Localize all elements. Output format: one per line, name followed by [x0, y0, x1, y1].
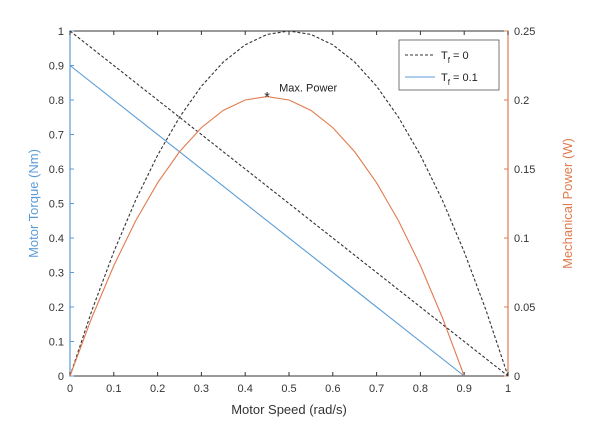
- y-left-tick-label: 0.9: [49, 61, 64, 73]
- series-line-3: [69, 95, 465, 377]
- y-right-tick-label: 0: [514, 371, 520, 383]
- y-right-tick-label: 0.2: [514, 95, 529, 107]
- y-right-tick-label: 0.25: [514, 26, 535, 38]
- y-left-axis-title: Motor Torque (Nm): [26, 149, 41, 258]
- series-line-0: [69, 30, 509, 377]
- legend-label-0: Tf = 0: [441, 50, 469, 65]
- x-tick-label: 0.5: [281, 383, 296, 395]
- x-tick-label: 0.2: [150, 383, 165, 395]
- legend: Tf = 0 Tf = 0.1: [398, 39, 500, 91]
- x-tick-label: 0.3: [194, 383, 209, 395]
- legend-box: [398, 39, 500, 91]
- x-tick-label: 0.1: [106, 383, 121, 395]
- y-left-tick-label: 0.6: [49, 164, 64, 176]
- x-tick-label: 0: [67, 383, 73, 395]
- max-power-label: Max. Power: [279, 83, 337, 95]
- y-left-tick-label: 0.8: [49, 95, 64, 107]
- x-tick-label: 0.6: [325, 383, 340, 395]
- x-tick-label: 0.8: [413, 383, 428, 395]
- y-right-tick-label: 0.1: [514, 233, 529, 245]
- x-tick-label: 0.7: [369, 383, 384, 395]
- series-line-1: [69, 65, 465, 377]
- x-axis-title: Motor Speed (rad/s): [231, 402, 347, 417]
- y-right-tick-label: 0.15: [514, 164, 535, 176]
- y-left-tick-label: 0.3: [49, 268, 64, 280]
- y-left-tick-label: 0: [58, 371, 64, 383]
- x-tick-label: 0.9: [457, 383, 472, 395]
- y-left-tick-label: 0.5: [49, 199, 64, 211]
- y-left-tick-label: 0.4: [49, 233, 64, 245]
- y-right-axis-title: Mechanical Power (W): [560, 138, 575, 269]
- y-right-tick-label: 0.05: [514, 302, 535, 314]
- y-left-tick-label: 1: [58, 26, 64, 38]
- x-tick-label: 1: [505, 383, 511, 395]
- y-left-tick-label: 0.1: [49, 337, 64, 349]
- y-left-tick-label: 0.2: [49, 302, 64, 314]
- series-line-2: [69, 30, 509, 377]
- max-power-marker: *: [264, 89, 270, 105]
- x-tick-label: 0.4: [238, 383, 253, 395]
- legend-label-1: Tf = 0.1: [441, 72, 478, 87]
- y-left-tick-label: 0.7: [49, 130, 64, 142]
